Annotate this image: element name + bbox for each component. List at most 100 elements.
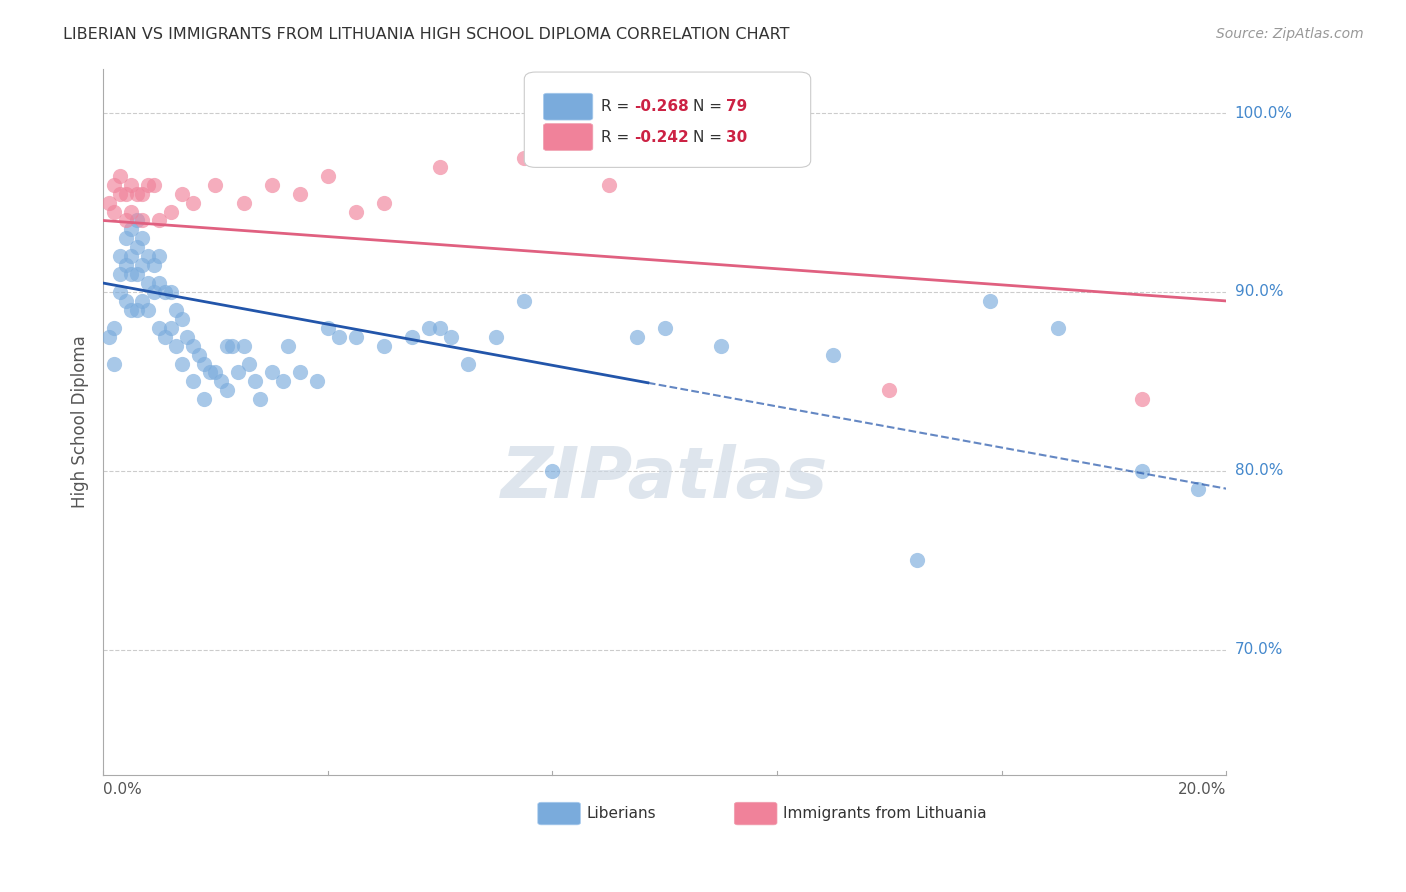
Point [142, 258, 165, 272]
Text: Immigrants from Lithuania: Immigrants from Lithuania [783, 806, 986, 821]
Point [136, 178, 159, 192]
Text: 70.0%: 70.0% [1234, 642, 1282, 657]
Point [170, 186, 193, 201]
Point [344, 329, 367, 343]
Point [125, 186, 148, 201]
Point [429, 160, 451, 174]
Text: 90.0%: 90.0% [1234, 285, 1284, 300]
Point [131, 258, 153, 272]
Point [204, 366, 226, 380]
Point [710, 338, 733, 352]
Point [142, 285, 165, 299]
Point [654, 320, 676, 334]
Point [429, 320, 451, 334]
Point [153, 329, 176, 343]
Point [142, 178, 165, 192]
Point [103, 320, 125, 334]
Point [513, 151, 536, 165]
Point [277, 338, 299, 352]
Point [373, 338, 395, 352]
Point [165, 302, 187, 317]
Point [305, 375, 328, 389]
Point [1187, 482, 1209, 496]
Point [120, 267, 142, 281]
Point [125, 213, 148, 227]
Point [1130, 392, 1153, 407]
Point [114, 258, 136, 272]
Point [148, 213, 170, 227]
Text: Source: ZipAtlas.com: Source: ZipAtlas.com [1216, 27, 1364, 41]
Text: 79: 79 [727, 99, 748, 114]
Point [108, 267, 131, 281]
Point [148, 276, 170, 290]
Point [165, 338, 187, 352]
Point [120, 178, 142, 192]
Text: R =: R = [600, 129, 634, 145]
Point [120, 204, 142, 219]
Point [125, 240, 148, 254]
Point [170, 311, 193, 326]
Point [238, 357, 260, 371]
Point [103, 178, 125, 192]
Text: -0.242: -0.242 [634, 129, 689, 145]
Point [136, 276, 159, 290]
Text: R =: R = [600, 99, 634, 114]
Point [103, 357, 125, 371]
FancyBboxPatch shape [537, 802, 581, 825]
Point [131, 231, 153, 245]
Point [215, 384, 238, 398]
Point [288, 366, 311, 380]
Point [209, 375, 232, 389]
Point [114, 213, 136, 227]
Text: ZIPatlas: ZIPatlas [501, 443, 828, 513]
Point [114, 186, 136, 201]
Point [108, 186, 131, 201]
Point [159, 320, 181, 334]
Point [979, 293, 1001, 308]
Point [181, 195, 204, 210]
Point [905, 553, 928, 567]
Text: 30: 30 [727, 129, 748, 145]
Point [159, 204, 181, 219]
Point [373, 195, 395, 210]
Y-axis label: High School Diploma: High School Diploma [72, 335, 89, 508]
FancyBboxPatch shape [524, 72, 811, 168]
Point [485, 329, 508, 343]
Point [136, 302, 159, 317]
Point [1046, 320, 1069, 334]
Point [181, 375, 204, 389]
Text: 80.0%: 80.0% [1234, 463, 1282, 478]
Text: Liberians: Liberians [586, 806, 655, 821]
Point [187, 348, 209, 362]
Point [541, 464, 564, 478]
Point [125, 267, 148, 281]
Point [221, 338, 243, 352]
Point [108, 169, 131, 183]
Point [232, 195, 254, 210]
Point [120, 249, 142, 263]
Point [108, 249, 131, 263]
Point [271, 375, 294, 389]
Point [153, 285, 176, 299]
FancyBboxPatch shape [543, 94, 593, 120]
Text: -0.268: -0.268 [634, 99, 689, 114]
Point [513, 293, 536, 308]
Point [108, 285, 131, 299]
Point [131, 213, 153, 227]
FancyBboxPatch shape [543, 124, 593, 151]
Point [97, 195, 120, 210]
Point [401, 329, 423, 343]
Point [159, 285, 181, 299]
Point [823, 348, 845, 362]
Point [181, 338, 204, 352]
Point [125, 302, 148, 317]
Point [215, 338, 238, 352]
Point [176, 329, 198, 343]
Text: 100.0%: 100.0% [1234, 106, 1292, 120]
Point [103, 204, 125, 219]
Point [1130, 464, 1153, 478]
Point [193, 357, 215, 371]
Point [626, 329, 648, 343]
Point [249, 392, 271, 407]
Point [344, 204, 367, 219]
